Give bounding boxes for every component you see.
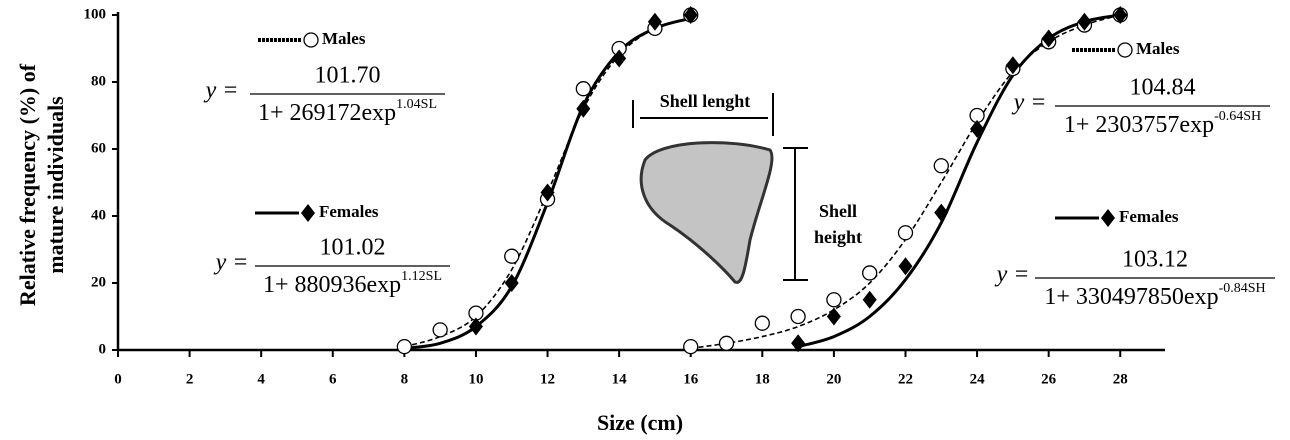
point bbox=[897, 225, 914, 241]
x-tick-label: 6 bbox=[329, 371, 337, 387]
point bbox=[898, 257, 913, 276]
equation-lhs: y = bbox=[204, 78, 239, 104]
equation-numerator: 104.84 bbox=[1130, 75, 1196, 101]
equation-denominator: 1+ 2303757exp-0.64SH bbox=[1064, 109, 1261, 137]
legend-marker bbox=[303, 32, 319, 48]
legend-label: Females bbox=[1119, 207, 1179, 226]
y-tick-label: 80 bbox=[91, 73, 106, 89]
point bbox=[826, 307, 841, 326]
point bbox=[683, 6, 698, 24]
y-tick-label: 100 bbox=[84, 6, 107, 22]
point bbox=[791, 334, 806, 353]
point bbox=[790, 308, 806, 325]
point bbox=[432, 322, 448, 338]
fit-curve bbox=[404, 17, 691, 348]
equation-denominator-base: 1+ 2303757exp bbox=[1064, 112, 1214, 138]
equation-exponent: -0.84SH bbox=[1219, 281, 1266, 296]
point bbox=[718, 335, 735, 351]
diagram-label-line: Shell bbox=[819, 201, 857, 221]
point bbox=[1113, 6, 1128, 24]
x-tick-label: 14 bbox=[612, 371, 628, 387]
equation-denominator-base: 1+ 269172exp bbox=[258, 100, 396, 126]
x-tick-label: 28 bbox=[1113, 371, 1128, 387]
equation-numerator: 103.12 bbox=[1122, 247, 1188, 273]
point bbox=[1077, 12, 1092, 31]
fit-curve bbox=[797, 13, 1121, 349]
point bbox=[576, 99, 591, 118]
x-tick-label: 4 bbox=[257, 371, 265, 387]
equation-lhs: y = bbox=[1012, 90, 1047, 116]
point bbox=[504, 274, 519, 292]
point bbox=[970, 119, 985, 138]
legend-label: Males bbox=[322, 29, 366, 48]
point bbox=[683, 338, 699, 355]
x-axis-label: Size (cm) bbox=[597, 410, 683, 435]
point bbox=[754, 315, 770, 331]
x-tick-label: 8 bbox=[401, 371, 409, 387]
equation-exponent: -0.64SH bbox=[1214, 109, 1261, 124]
y-tick-label: 0 bbox=[99, 341, 107, 357]
equation-denominator: 1+ 269172exp1.04SL bbox=[258, 97, 437, 125]
equation-numerator: 101.70 bbox=[315, 63, 381, 89]
equation-denominator: 1+ 880936exp1.12SL bbox=[263, 269, 442, 297]
x-tick-label: 22 bbox=[898, 371, 913, 387]
legend-label: Females bbox=[319, 202, 379, 221]
equation-lhs: y = bbox=[214, 250, 249, 276]
diagram-label-line: height bbox=[814, 227, 862, 247]
x-tick-label: 20 bbox=[826, 371, 841, 387]
x-tick-label: 26 bbox=[1041, 371, 1057, 387]
point bbox=[862, 290, 877, 309]
point bbox=[612, 49, 627, 68]
y-tick-label: 20 bbox=[91, 274, 106, 290]
point bbox=[826, 292, 842, 308]
equation-denominator-base: 1+ 880936exp bbox=[263, 272, 401, 298]
point bbox=[575, 81, 591, 97]
legend-marker bbox=[1101, 209, 1115, 227]
point bbox=[1041, 29, 1056, 48]
y-axis-label: mature individuals bbox=[43, 96, 68, 274]
x-tick-label: 18 bbox=[755, 371, 770, 387]
x-tick-label: 2 bbox=[186, 371, 194, 387]
point bbox=[1005, 56, 1020, 75]
y-tick-label: 40 bbox=[91, 207, 106, 223]
equation-denominator-base: 1+ 330497850exp bbox=[1044, 284, 1218, 310]
equation-exponent: 1.04SL bbox=[396, 97, 437, 112]
y-tick-label: 60 bbox=[91, 140, 106, 156]
x-tick-label: 16 bbox=[683, 371, 699, 387]
point bbox=[540, 183, 555, 202]
point bbox=[468, 317, 483, 336]
point bbox=[934, 203, 949, 222]
x-tick-label: 10 bbox=[468, 371, 483, 387]
point bbox=[647, 12, 662, 31]
equation-exponent: 1.12SL bbox=[401, 269, 442, 284]
diagram-label: Shell height bbox=[814, 201, 862, 247]
shell-diagram bbox=[632, 93, 808, 284]
point bbox=[862, 265, 878, 281]
point bbox=[504, 248, 520, 264]
legend-marker bbox=[301, 204, 315, 222]
diagram-label: Shell lenght bbox=[660, 91, 751, 111]
equation-numerator: 101.02 bbox=[320, 235, 386, 261]
y-axis-label: Relative frequency (%) of bbox=[15, 63, 40, 306]
equation-lhs: y = bbox=[995, 262, 1030, 288]
x-tick-label: 0 bbox=[114, 371, 122, 387]
point bbox=[396, 338, 413, 355]
x-tick-label: 24 bbox=[970, 371, 986, 387]
legend-label: Males bbox=[1136, 39, 1180, 58]
equation-denominator: 1+ 330497850exp-0.84SH bbox=[1044, 281, 1265, 309]
legend-marker bbox=[1117, 42, 1133, 58]
x-tick-label: 12 bbox=[540, 371, 555, 387]
shell-shape bbox=[639, 141, 774, 284]
point bbox=[933, 158, 949, 174]
